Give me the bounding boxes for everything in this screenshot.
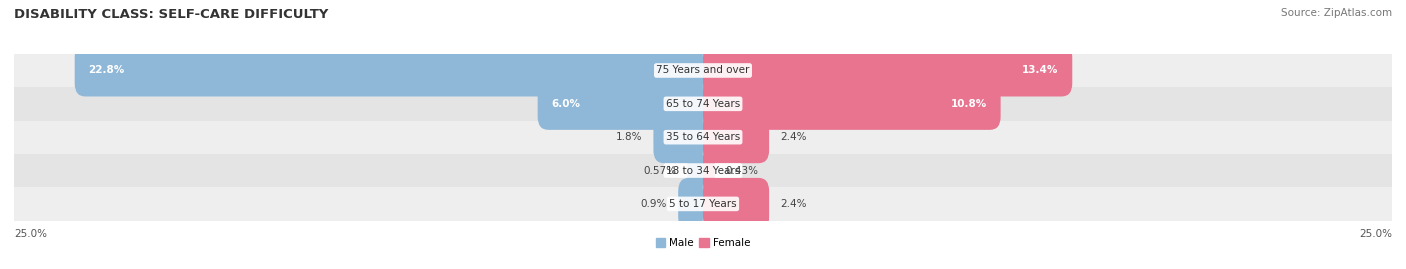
Text: 2.4%: 2.4% bbox=[780, 132, 807, 142]
FancyBboxPatch shape bbox=[703, 150, 714, 191]
FancyBboxPatch shape bbox=[654, 111, 703, 163]
FancyBboxPatch shape bbox=[75, 44, 703, 97]
Legend: Male, Female: Male, Female bbox=[651, 234, 755, 252]
FancyBboxPatch shape bbox=[537, 78, 703, 130]
Text: 35 to 64 Years: 35 to 64 Years bbox=[666, 132, 740, 142]
Bar bbox=[14, 154, 1392, 187]
Text: 6.0%: 6.0% bbox=[551, 99, 581, 109]
FancyBboxPatch shape bbox=[703, 44, 1073, 97]
Text: 25.0%: 25.0% bbox=[14, 229, 46, 239]
FancyBboxPatch shape bbox=[703, 178, 769, 230]
Text: 25.0%: 25.0% bbox=[1360, 229, 1392, 239]
FancyBboxPatch shape bbox=[703, 111, 769, 163]
FancyBboxPatch shape bbox=[703, 78, 1001, 130]
Text: DISABILITY CLASS: SELF-CARE DIFFICULTY: DISABILITY CLASS: SELF-CARE DIFFICULTY bbox=[14, 8, 329, 21]
Text: 13.4%: 13.4% bbox=[1022, 65, 1059, 76]
Text: 10.8%: 10.8% bbox=[950, 99, 987, 109]
Text: 2.4%: 2.4% bbox=[780, 199, 807, 209]
Text: 0.57%: 0.57% bbox=[644, 165, 676, 176]
Text: 75 Years and over: 75 Years and over bbox=[657, 65, 749, 76]
Bar bbox=[14, 187, 1392, 221]
Bar bbox=[14, 54, 1392, 87]
FancyBboxPatch shape bbox=[688, 148, 703, 193]
FancyBboxPatch shape bbox=[678, 178, 703, 230]
Text: 22.8%: 22.8% bbox=[89, 65, 125, 76]
Text: 1.8%: 1.8% bbox=[616, 132, 643, 142]
Text: 5 to 17 Years: 5 to 17 Years bbox=[669, 199, 737, 209]
Text: 0.9%: 0.9% bbox=[641, 199, 668, 209]
Text: Source: ZipAtlas.com: Source: ZipAtlas.com bbox=[1281, 8, 1392, 18]
Text: 0.43%: 0.43% bbox=[725, 165, 759, 176]
Text: 65 to 74 Years: 65 to 74 Years bbox=[666, 99, 740, 109]
Bar bbox=[14, 87, 1392, 121]
Bar bbox=[14, 121, 1392, 154]
Text: 18 to 34 Years: 18 to 34 Years bbox=[666, 165, 740, 176]
